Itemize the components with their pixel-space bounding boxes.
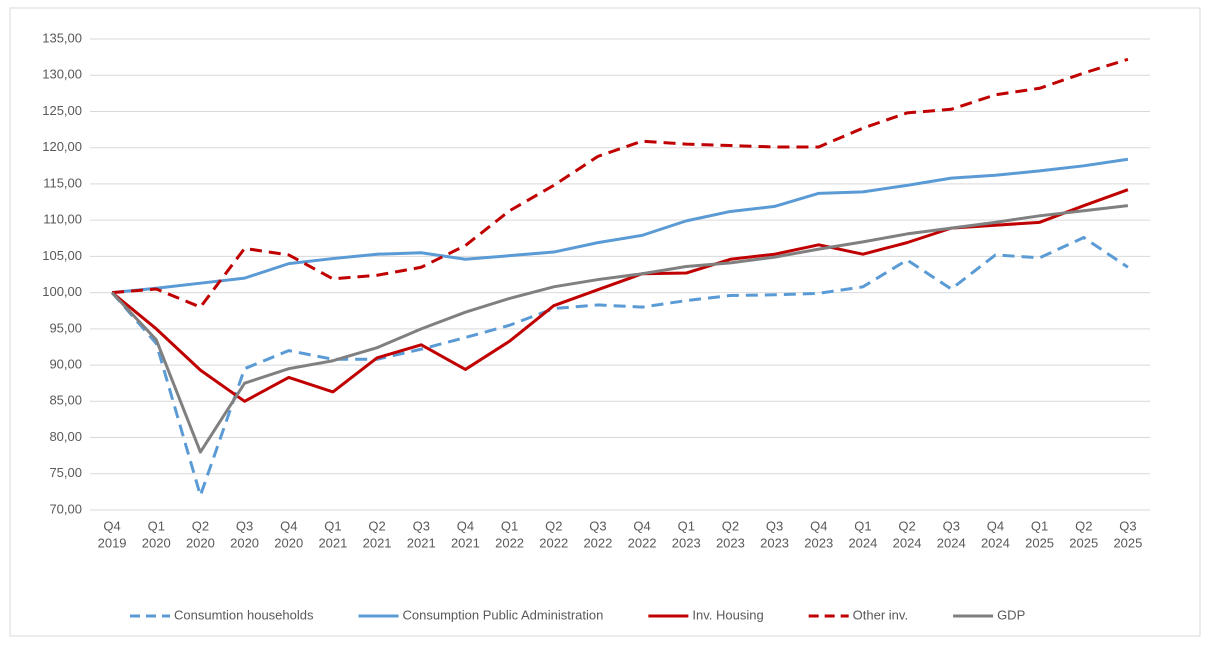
legend-label: Consumtion households xyxy=(174,607,314,622)
series-line xyxy=(111,157,1129,295)
x-tick-label: 2020 xyxy=(230,535,259,550)
x-tick-label: Q3 xyxy=(236,518,253,533)
x-tick-label: 2021 xyxy=(451,535,480,550)
y-tick-label: 105,00 xyxy=(42,248,82,263)
x-tick-label: Q1 xyxy=(501,518,518,533)
x-tick-label: 2021 xyxy=(407,535,436,550)
y-tick-label: 85,00 xyxy=(49,393,82,408)
x-tick-label: Q1 xyxy=(1031,518,1048,533)
x-tick-label: Q2 xyxy=(192,518,209,533)
x-tick-label: 2022 xyxy=(628,535,657,550)
x-tick-label: Q3 xyxy=(589,518,606,533)
legend-label: Consumption Public Administration xyxy=(402,607,603,622)
y-tick-label: 110,00 xyxy=(43,212,82,227)
x-tick-label: Q4 xyxy=(103,518,120,533)
x-tick-label: Q3 xyxy=(766,518,783,533)
x-tick-label: 2020 xyxy=(142,535,171,550)
y-tick-label: 125,00 xyxy=(42,103,82,118)
x-tick-label: 2024 xyxy=(937,535,966,550)
x-tick-label: Q2 xyxy=(545,518,562,533)
y-tick-label: 115,00 xyxy=(43,175,82,190)
x-tick-label: Q1 xyxy=(854,518,871,533)
x-tick-label: 2019 xyxy=(98,535,127,550)
x-tick-label: Q1 xyxy=(678,518,695,533)
y-tick-label: 95,00 xyxy=(49,320,82,335)
x-tick-label: 2021 xyxy=(363,535,392,550)
x-tick-label: 2024 xyxy=(893,535,922,550)
y-tick-label: 75,00 xyxy=(49,465,82,480)
x-tick-label: Q4 xyxy=(457,518,474,533)
x-tick-label: Q2 xyxy=(898,518,915,533)
x-tick-label: Q2 xyxy=(1075,518,1092,533)
x-tick-label: Q3 xyxy=(943,518,960,533)
legend-label: GDP xyxy=(997,607,1025,622)
x-tick-label: 2025 xyxy=(1025,535,1054,550)
x-tick-label: 2020 xyxy=(274,535,303,550)
x-tick-label: Q4 xyxy=(987,518,1004,533)
x-tick-label: Q3 xyxy=(413,518,430,533)
y-tick-label: 135,00 xyxy=(42,30,82,45)
x-tick-label: 2023 xyxy=(716,535,745,550)
x-tick-label: Q4 xyxy=(810,518,827,533)
y-tick-label: 130,00 xyxy=(42,67,82,82)
x-tick-label: 2023 xyxy=(760,535,789,550)
chart-frame xyxy=(9,7,1201,637)
x-tick-label: 2020 xyxy=(186,535,215,550)
x-tick-label: Q2 xyxy=(722,518,739,533)
y-tick-label: 70,00 xyxy=(49,501,82,516)
x-tick-label: Q1 xyxy=(148,518,165,533)
x-tick-label: 2023 xyxy=(672,535,701,550)
x-tick-label: Q2 xyxy=(368,518,385,533)
x-tick-label: 2022 xyxy=(583,535,612,550)
legend-label: Other inv. xyxy=(853,607,908,622)
x-tick-label: Q4 xyxy=(633,518,650,533)
y-tick-label: 120,00 xyxy=(42,139,82,154)
x-tick-label: 2024 xyxy=(981,535,1010,550)
y-tick-label: 90,00 xyxy=(49,357,82,372)
x-tick-label: Q1 xyxy=(324,518,341,533)
x-tick-label: 2025 xyxy=(1069,535,1098,550)
x-tick-label: 2024 xyxy=(848,535,877,550)
x-tick-label: Q3 xyxy=(1119,518,1136,533)
x-tick-label: 2022 xyxy=(495,535,524,550)
x-tick-label: 2025 xyxy=(1113,535,1142,550)
series-line xyxy=(110,236,1129,498)
x-tick-label: 2022 xyxy=(539,535,568,550)
x-tick-label: 2021 xyxy=(318,535,347,550)
series-line xyxy=(110,204,1129,454)
x-tick-label: 2023 xyxy=(804,535,833,550)
y-tick-label: 100,00 xyxy=(42,284,82,299)
legend-label: Inv. Housing xyxy=(692,607,763,622)
x-tick-label: Q4 xyxy=(280,518,297,533)
y-tick-label: 80,00 xyxy=(49,429,82,444)
